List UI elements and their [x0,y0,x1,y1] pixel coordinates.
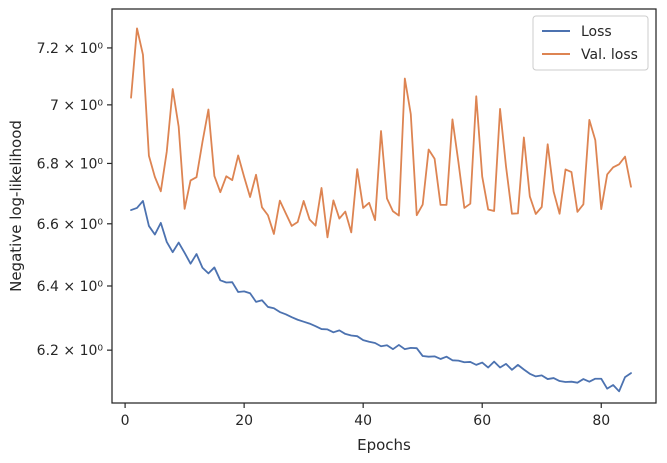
series-lines [130,27,632,393]
y-tick-label: 6.8 × 10⁰ [37,156,104,172]
y-tick-label: 6.4 × 10⁰ [37,279,104,295]
x-axis-label: Epochs [357,436,411,454]
x-tick-label: 0 [121,413,130,429]
x-tick-label: 80 [592,413,610,429]
series-line-loss [130,200,632,393]
legend-label-val-loss: Val. loss [581,47,638,63]
x-tick-label: 60 [473,413,491,429]
legend: Loss Val. loss [532,15,649,71]
y-axis-label: Negative log-likelihood [7,120,25,292]
y-tick-label: 6.2 × 10⁰ [37,343,104,359]
x-tick-label: 40 [354,413,372,429]
axis-ticks: 0 20 40 60 80 6.2 × 10⁰ 6.4 × 10⁰ 6.6 × 10⁰ 6.8 … [37,41,610,429]
x-tick-label: 20 [235,413,253,429]
y-tick-label: 7.2 × 10⁰ [37,41,104,57]
y-tick-label: 6.6 × 10⁰ [37,217,104,233]
legend-box [532,15,649,71]
legend-label-loss: Loss [581,24,612,40]
y-tick-label: 7 × 10⁰ [50,98,103,114]
series-line-val-loss [130,27,632,239]
plot-frame [111,8,657,404]
